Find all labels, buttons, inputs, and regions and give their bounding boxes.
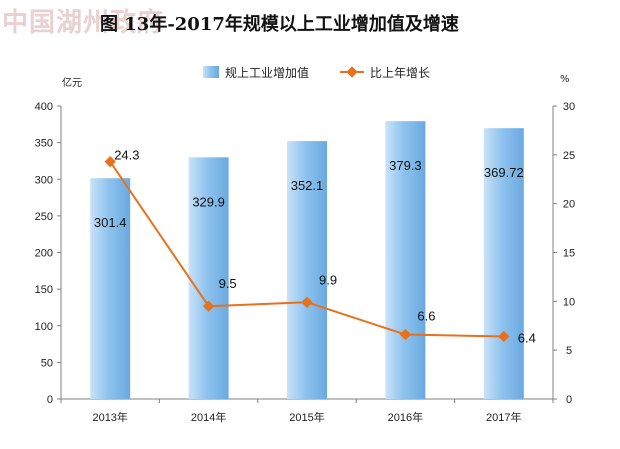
y-right-tick-label: 5 bbox=[566, 345, 572, 357]
chart-title: 图 13年-2017年规模以上工业增加值及增速 bbox=[100, 14, 459, 35]
legend-line-label: 比上年增长 bbox=[370, 66, 430, 80]
y-left-tick-label: 400 bbox=[35, 101, 53, 113]
line-point bbox=[301, 296, 313, 308]
data-labels: 301.4 329.9 352.1 379.3 369.72 24.3 9.5 9.9 6.6 6… bbox=[94, 148, 536, 346]
y-left-tick-label: 350 bbox=[35, 138, 53, 150]
y-right-tick-label: 30 bbox=[563, 101, 575, 113]
line-series bbox=[104, 156, 510, 343]
legend-line-marker bbox=[346, 66, 358, 78]
line-point bbox=[498, 330, 510, 343]
bar bbox=[287, 141, 327, 400]
y-left-tick-label: 0 bbox=[47, 394, 53, 406]
y-right-tick-label: 15 bbox=[563, 248, 575, 260]
legend: 规上工业增加值 比上年增长 bbox=[203, 65, 430, 80]
x-tick-label: 2013年 bbox=[92, 410, 127, 424]
y-right-tick-label: 10 bbox=[563, 296, 575, 308]
y-left-tick-label: 250 bbox=[35, 211, 53, 223]
bar-data-label: 352.1 bbox=[291, 178, 324, 193]
y-left-tick-label: 50 bbox=[41, 357, 53, 369]
line-data-label: 24.3 bbox=[114, 148, 139, 163]
y-right-tick-label: 25 bbox=[563, 150, 575, 162]
axes: 0 50 100 150 200 250 300 350 400 0 5 10 15 20 25 30 2013… bbox=[35, 74, 575, 424]
legend-bar-swatch bbox=[203, 66, 219, 78]
bar-data-label: 379.3 bbox=[389, 158, 422, 173]
y-left-tick-label: 300 bbox=[35, 174, 53, 186]
x-tick-label: 2016年 bbox=[388, 410, 423, 424]
line-point bbox=[399, 328, 412, 341]
y-left-unit: 亿元 bbox=[62, 76, 82, 89]
x-tick-label: 2014年 bbox=[191, 410, 226, 424]
line-data-label: 6.4 bbox=[518, 330, 536, 345]
bar bbox=[188, 157, 229, 399]
bar bbox=[385, 121, 426, 399]
bar bbox=[483, 128, 524, 399]
bar bbox=[90, 178, 131, 399]
y-right-tick-label: 0 bbox=[566, 394, 572, 406]
bar-data-label: 329.9 bbox=[192, 194, 225, 209]
legend-bar-label: 规上工业增加值 bbox=[225, 65, 309, 80]
line-data-label: 9.9 bbox=[319, 272, 337, 287]
y-left-tick-label: 200 bbox=[35, 248, 53, 260]
line-data-label: 9.5 bbox=[219, 276, 237, 291]
x-tick-label: 2015年 bbox=[289, 410, 324, 424]
bar-series bbox=[90, 121, 524, 400]
y-left-tick-label: 150 bbox=[35, 284, 53, 296]
y-right-tick-label: 20 bbox=[563, 199, 575, 211]
bar-data-label: 369.72 bbox=[484, 165, 524, 180]
x-tick-label: 2017年 bbox=[486, 410, 521, 424]
line-point bbox=[202, 300, 215, 312]
bar-data-label: 301.4 bbox=[94, 215, 127, 230]
y-left-tick-label: 100 bbox=[35, 321, 53, 333]
line-data-label: 6.6 bbox=[417, 309, 435, 324]
y-right-unit: % bbox=[560, 74, 570, 85]
watermark: 中国湖州政府 bbox=[2, 8, 165, 38]
